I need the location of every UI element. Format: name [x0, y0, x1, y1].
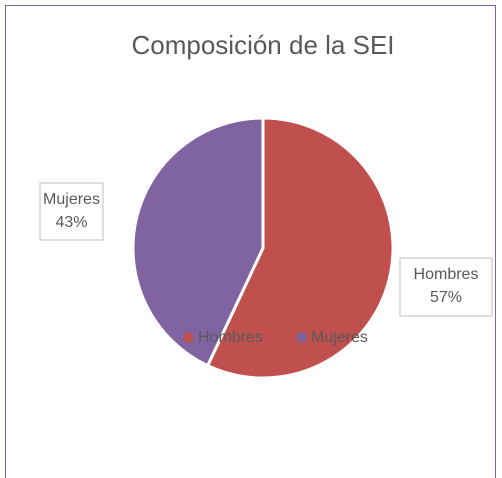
- pie-slice: [131, 116, 265, 368]
- legend-label: Mujeres: [311, 329, 368, 346]
- chart-title: Composición de la SEI: [131, 30, 394, 60]
- legend-label: Hombres: [198, 329, 263, 346]
- data-label-name: Mujeres: [43, 191, 100, 208]
- pie-slice: [205, 116, 395, 380]
- chart-border: [5, 5, 496, 478]
- data-label-value: 43%: [55, 214, 87, 231]
- data-label-value: 57%: [430, 289, 462, 306]
- data-label-box: [399, 257, 493, 317]
- legend-swatch: [297, 333, 306, 342]
- data-label-box: [39, 182, 104, 241]
- legend-swatch: [184, 333, 193, 342]
- data-label-name: Hombres: [414, 266, 479, 283]
